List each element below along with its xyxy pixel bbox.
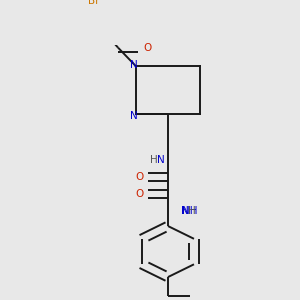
- Text: Br: Br: [88, 0, 100, 6]
- Text: N: N: [130, 60, 138, 70]
- Text: O: O: [136, 189, 144, 199]
- Text: O: O: [143, 43, 151, 52]
- Text: H: H: [150, 155, 158, 165]
- Text: O: O: [136, 172, 144, 182]
- Text: N: N: [130, 111, 138, 121]
- Text: NH: NH: [182, 206, 197, 216]
- Text: H: H: [188, 206, 196, 216]
- Text: N: N: [181, 206, 189, 216]
- Text: N: N: [157, 155, 165, 165]
